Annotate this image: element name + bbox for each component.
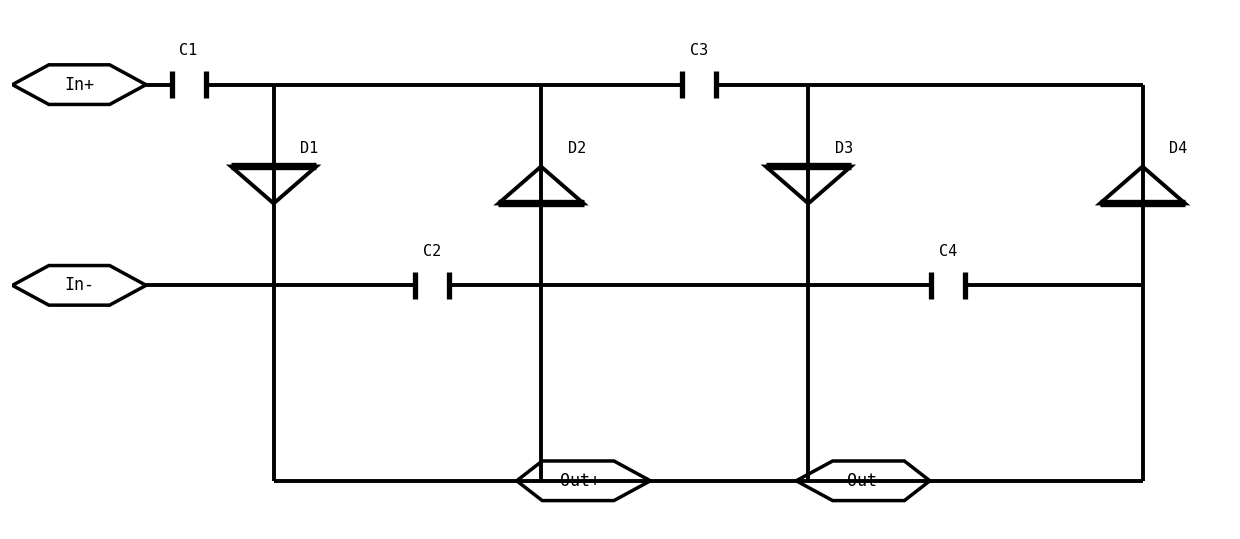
Text: In-: In- xyxy=(64,277,94,294)
Text: D1: D1 xyxy=(300,141,319,156)
Text: Out+: Out+ xyxy=(560,472,600,490)
Text: D2: D2 xyxy=(568,141,587,156)
Text: C4: C4 xyxy=(939,244,957,259)
Text: In+: In+ xyxy=(64,75,94,94)
Text: C2: C2 xyxy=(423,244,440,259)
Text: Out-: Out- xyxy=(847,472,887,490)
Text: C1: C1 xyxy=(180,43,197,58)
Text: D4: D4 xyxy=(1169,141,1188,156)
Text: D3: D3 xyxy=(835,141,853,156)
Text: C3: C3 xyxy=(689,43,708,58)
